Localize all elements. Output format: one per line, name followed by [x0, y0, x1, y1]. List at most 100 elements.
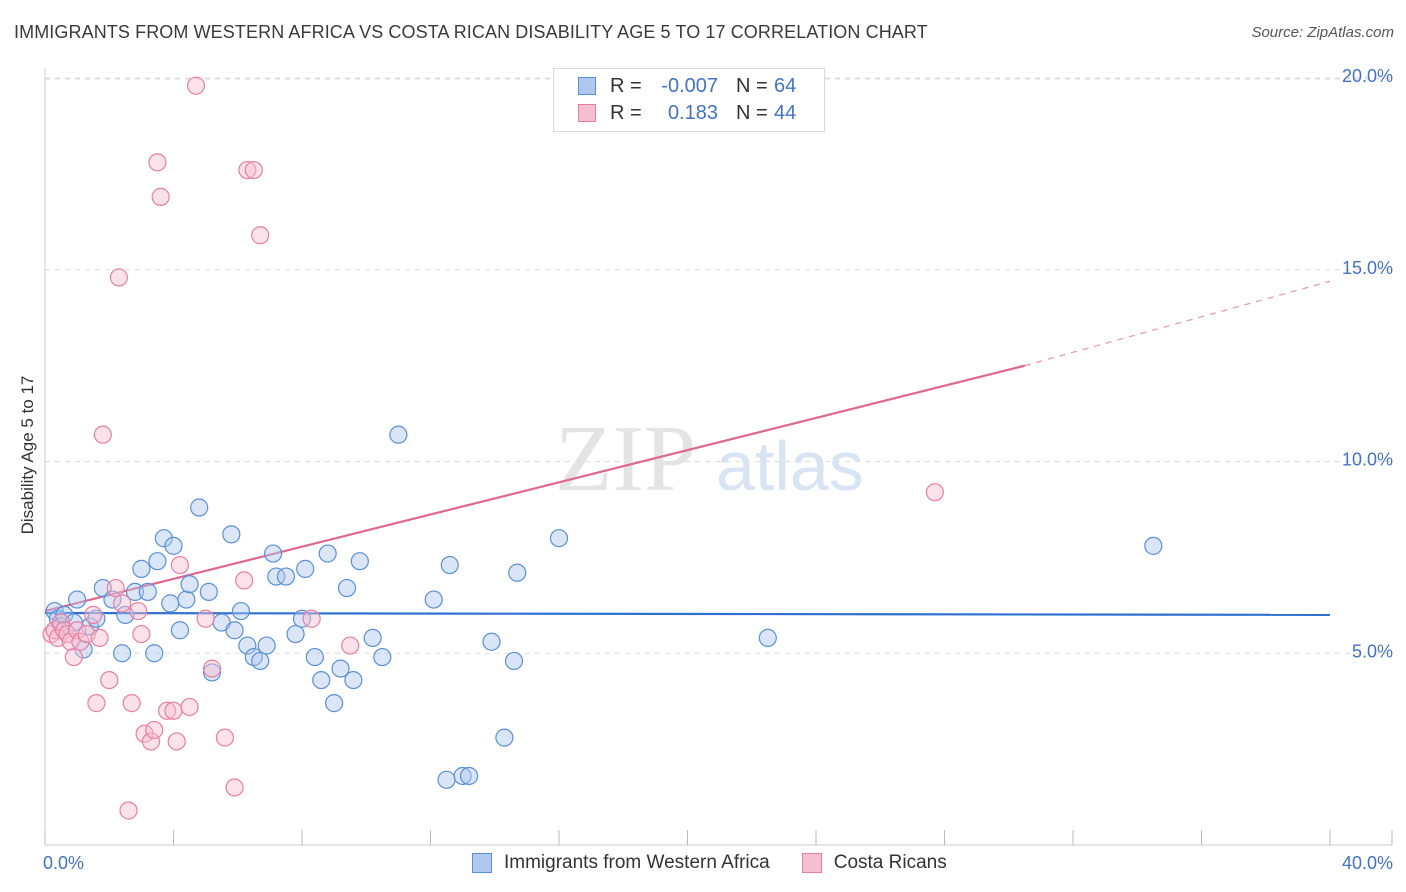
point-pink[interactable]: [61, 632, 80, 651]
y-tick-label: 20.0%: [1342, 66, 1393, 86]
point-pink[interactable]: [167, 732, 186, 751]
point-pink[interactable]: [225, 778, 244, 797]
point-pink[interactable]: [238, 160, 257, 180]
point-pink[interactable]: [87, 694, 106, 713]
point-blue[interactable]: [251, 651, 270, 671]
legend-item-western-africa[interactable]: Immigrants from Western Africa: [472, 852, 770, 874]
point-pink[interactable]: [68, 621, 87, 640]
point-pink[interactable]: [119, 801, 138, 820]
point-blue[interactable]: [199, 582, 218, 601]
point-blue[interactable]: [758, 628, 777, 648]
series-legend: Immigrants from Western Africa Costa Ric…: [472, 852, 979, 874]
point-pink[interactable]: [84, 605, 103, 625]
point-blue[interactable]: [312, 670, 331, 690]
point-blue[interactable]: [202, 663, 222, 682]
point-blue[interactable]: [389, 425, 408, 444]
legend-item-costa-ricans[interactable]: Costa Ricans: [801, 852, 947, 874]
axis-layer: [44, 68, 1393, 846]
legend-n-label: N =: [736, 74, 768, 97]
point-pink[interactable]: [302, 609, 321, 628]
point-pink[interactable]: [129, 601, 148, 621]
point-blue[interactable]: [68, 590, 87, 609]
point-blue[interactable]: [440, 555, 459, 575]
trend-line-blue: [44, 611, 1331, 617]
point-pink[interactable]: [145, 720, 164, 740]
point-blue[interactable]: [170, 621, 190, 640]
point-blue[interactable]: [276, 567, 296, 586]
point-pink[interactable]: [244, 160, 263, 180]
point-blue[interactable]: [225, 621, 244, 640]
point-blue[interactable]: [504, 651, 524, 671]
point-blue[interactable]: [112, 644, 132, 663]
point-blue[interactable]: [177, 590, 196, 609]
point-blue[interactable]: [180, 575, 199, 594]
point-blue[interactable]: [154, 529, 173, 548]
point-blue[interactable]: [549, 529, 569, 548]
point-pink[interactable]: [157, 701, 177, 720]
point-blue[interactable]: [331, 659, 350, 678]
point-pink[interactable]: [202, 659, 222, 678]
point-blue[interactable]: [103, 590, 122, 609]
point-blue[interactable]: [508, 563, 527, 582]
point-blue[interactable]: [231, 601, 251, 621]
point-pink[interactable]: [106, 578, 125, 598]
point-blue[interactable]: [305, 647, 324, 667]
point-blue[interactable]: [164, 536, 183, 555]
point-blue[interactable]: [1144, 536, 1163, 555]
point-blue[interactable]: [363, 628, 382, 648]
point-blue[interactable]: [263, 544, 283, 563]
point-pink[interactable]: [132, 624, 151, 644]
point-blue[interactable]: [495, 728, 514, 747]
point-blue[interactable]: [190, 498, 209, 517]
point-blue[interactable]: [453, 766, 472, 786]
point-pink[interactable]: [141, 732, 161, 751]
point-pink[interactable]: [164, 701, 183, 720]
legend-n-value: 44: [774, 101, 797, 124]
trend-line-extension-pink: [1024, 280, 1331, 367]
point-blue[interactable]: [296, 559, 315, 578]
point-pink[interactable]: [180, 697, 199, 717]
point-pink[interactable]: [215, 728, 234, 747]
point-blue[interactable]: [238, 636, 257, 655]
point-blue[interactable]: [138, 582, 157, 601]
point-blue[interactable]: [222, 525, 241, 544]
point-pink[interactable]: [170, 555, 190, 575]
point-blue[interactable]: [373, 647, 392, 667]
point-blue[interactable]: [482, 632, 501, 651]
point-pink[interactable]: [151, 187, 170, 206]
point-blue[interactable]: [424, 590, 443, 609]
point-blue[interactable]: [318, 544, 337, 563]
point-pink[interactable]: [122, 694, 141, 713]
point-blue[interactable]: [267, 567, 286, 586]
point-blue[interactable]: [145, 644, 164, 663]
point-pink[interactable]: [93, 425, 112, 444]
point-blue[interactable]: [344, 670, 363, 690]
point-blue[interactable]: [292, 609, 312, 628]
point-blue[interactable]: [148, 552, 167, 571]
point-pink[interactable]: [925, 483, 944, 502]
point-blue[interactable]: [125, 582, 145, 601]
point-pink[interactable]: [100, 670, 119, 690]
point-blue[interactable]: [437, 770, 456, 789]
point-blue[interactable]: [325, 694, 344, 713]
point-blue[interactable]: [286, 624, 305, 644]
legend-r-label: R =: [610, 101, 642, 124]
point-blue[interactable]: [337, 578, 357, 598]
point-blue[interactable]: [257, 636, 276, 655]
point-blue[interactable]: [459, 766, 479, 786]
point-pink[interactable]: [196, 609, 215, 628]
chart-title: IMMIGRANTS FROM WESTERN AFRICA VS COSTA …: [14, 22, 928, 42]
point-pink[interactable]: [112, 594, 132, 613]
legend-swatch-blue: [578, 77, 596, 95]
point-blue[interactable]: [350, 552, 369, 571]
point-pink[interactable]: [341, 636, 360, 655]
point-blue[interactable]: [161, 594, 180, 613]
point-pink[interactable]: [186, 76, 206, 95]
point-pink[interactable]: [251, 226, 270, 245]
point-blue[interactable]: [132, 559, 151, 578]
point-pink[interactable]: [64, 647, 84, 667]
point-pink[interactable]: [148, 153, 167, 172]
point-pink[interactable]: [109, 268, 128, 287]
point-pink[interactable]: [90, 628, 109, 648]
point-pink[interactable]: [235, 571, 254, 590]
